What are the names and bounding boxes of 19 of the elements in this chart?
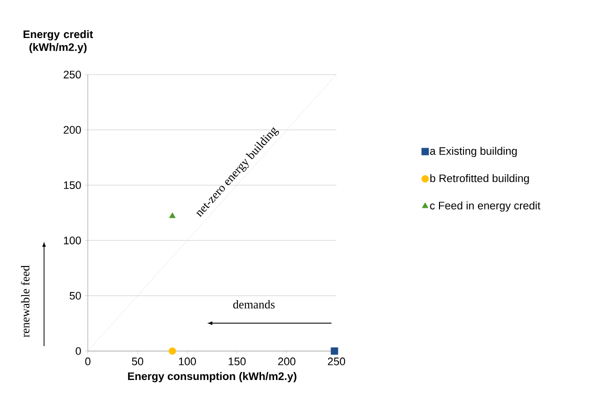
y-tick-label: 0 [76,347,81,356]
x-axis-title: Energy consumption (kWh/m2.y) [128,372,296,382]
x-tick-label: 0 [85,358,90,366]
y-tick-label: 200 [64,126,81,134]
y-tick-label: 50 [70,292,81,300]
y-tick-label: 150 [64,181,81,190]
y-tick-label: 250 [64,70,81,79]
legend-label: c Feed in energy credit [430,202,540,212]
legend-label: a Existing building [430,147,517,158]
x-tick-label: 150 [228,358,246,366]
y-axis-title: Energy credit (kWh/m2.y) [24,30,93,54]
legend-label: b Retrofitted building [430,174,529,184]
x-tick-label: 50 [132,358,144,366]
x-tick-label: 100 [179,358,196,366]
y-tick-label: 100 [64,236,81,244]
x-tick-label: 250 [328,358,346,366]
text: renewable feed [20,265,30,338]
x-tick-label: 200 [278,358,296,366]
annotation: demands [233,300,275,309]
